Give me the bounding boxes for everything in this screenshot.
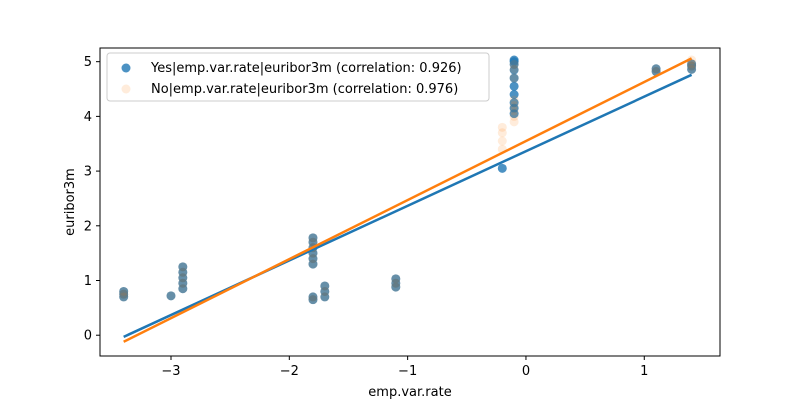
data-point bbox=[308, 292, 318, 302]
data-point bbox=[391, 282, 401, 292]
data-point bbox=[308, 233, 318, 243]
data-point bbox=[308, 233, 318, 243]
data-point bbox=[509, 117, 519, 127]
x-axis: −3 −2 −1 0 1 bbox=[161, 356, 648, 379]
data-point bbox=[308, 237, 318, 247]
data-point bbox=[119, 292, 129, 302]
data-point bbox=[651, 64, 661, 74]
data-point bbox=[687, 59, 697, 69]
trend-line-0 bbox=[123, 73, 693, 338]
y-tick-label: 5 bbox=[84, 55, 92, 70]
x-axis-label: emp.var.rate bbox=[368, 385, 451, 400]
series-layer bbox=[119, 55, 697, 343]
x-tick-label: 0 bbox=[522, 364, 530, 379]
data-point bbox=[391, 274, 401, 284]
data-point bbox=[320, 281, 330, 291]
data-point bbox=[509, 90, 519, 100]
data-point bbox=[687, 59, 697, 69]
data-point bbox=[509, 98, 519, 108]
y-tick-label: 3 bbox=[84, 165, 92, 180]
legend: Yes|emp.var.rate|euribor3m (correlation:… bbox=[106, 52, 490, 102]
y-tick-label: 4 bbox=[84, 110, 92, 125]
y-tick-label: 0 bbox=[84, 329, 92, 344]
data-point bbox=[687, 61, 697, 71]
data-point bbox=[308, 292, 318, 302]
data-point bbox=[320, 286, 330, 296]
data-point bbox=[320, 292, 330, 302]
data-point bbox=[497, 136, 507, 146]
data-point bbox=[509, 73, 519, 83]
data-point bbox=[509, 81, 519, 91]
legend-label-no: No|emp.var.rate|euribor3m (correlation: … bbox=[151, 82, 458, 97]
data-point bbox=[178, 278, 188, 288]
data-point bbox=[308, 259, 318, 269]
data-point bbox=[509, 55, 519, 65]
trend-line-1 bbox=[123, 57, 693, 343]
data-point bbox=[308, 254, 318, 264]
data-point bbox=[119, 286, 129, 296]
x-tick-label: −3 bbox=[161, 364, 180, 379]
data-point bbox=[687, 55, 697, 65]
data-point bbox=[166, 291, 176, 301]
y-axis-label: euribor3m bbox=[63, 168, 78, 236]
data-point bbox=[509, 100, 519, 110]
data-point bbox=[119, 289, 129, 299]
y-tick-label: 1 bbox=[84, 274, 92, 289]
data-point bbox=[178, 262, 188, 272]
series-0 bbox=[119, 55, 697, 305]
data-point bbox=[166, 291, 176, 301]
y-tick-label: 2 bbox=[84, 219, 92, 234]
data-point bbox=[509, 64, 519, 74]
data-point bbox=[178, 267, 188, 277]
data-point bbox=[497, 122, 507, 132]
data-point bbox=[687, 64, 697, 74]
data-point bbox=[509, 73, 519, 83]
data-point bbox=[178, 273, 188, 283]
data-point bbox=[497, 163, 507, 173]
data-point bbox=[391, 274, 401, 284]
x-tick-label: −1 bbox=[398, 364, 417, 379]
data-point bbox=[391, 278, 401, 288]
data-point bbox=[119, 286, 129, 296]
plot-frame bbox=[99, 47, 721, 357]
legend-label-yes: Yes|emp.var.rate|euribor3m (correlation:… bbox=[150, 61, 462, 76]
data-point bbox=[320, 281, 330, 291]
legend-marker-no bbox=[121, 84, 131, 94]
y-axis: 0 1 2 3 4 5 bbox=[84, 55, 100, 344]
data-point bbox=[509, 95, 519, 105]
legend-box bbox=[106, 52, 490, 102]
data-point bbox=[497, 128, 507, 138]
data-point bbox=[308, 295, 318, 305]
data-point bbox=[178, 262, 188, 272]
x-tick-label: −2 bbox=[280, 364, 299, 379]
legend-marker-yes bbox=[121, 63, 131, 73]
data-point bbox=[509, 111, 519, 121]
x-tick-label: 1 bbox=[640, 364, 648, 379]
data-point bbox=[509, 106, 519, 116]
data-point bbox=[509, 59, 519, 69]
data-point bbox=[178, 284, 188, 294]
data-point bbox=[651, 64, 661, 74]
series-1 bbox=[119, 55, 697, 305]
